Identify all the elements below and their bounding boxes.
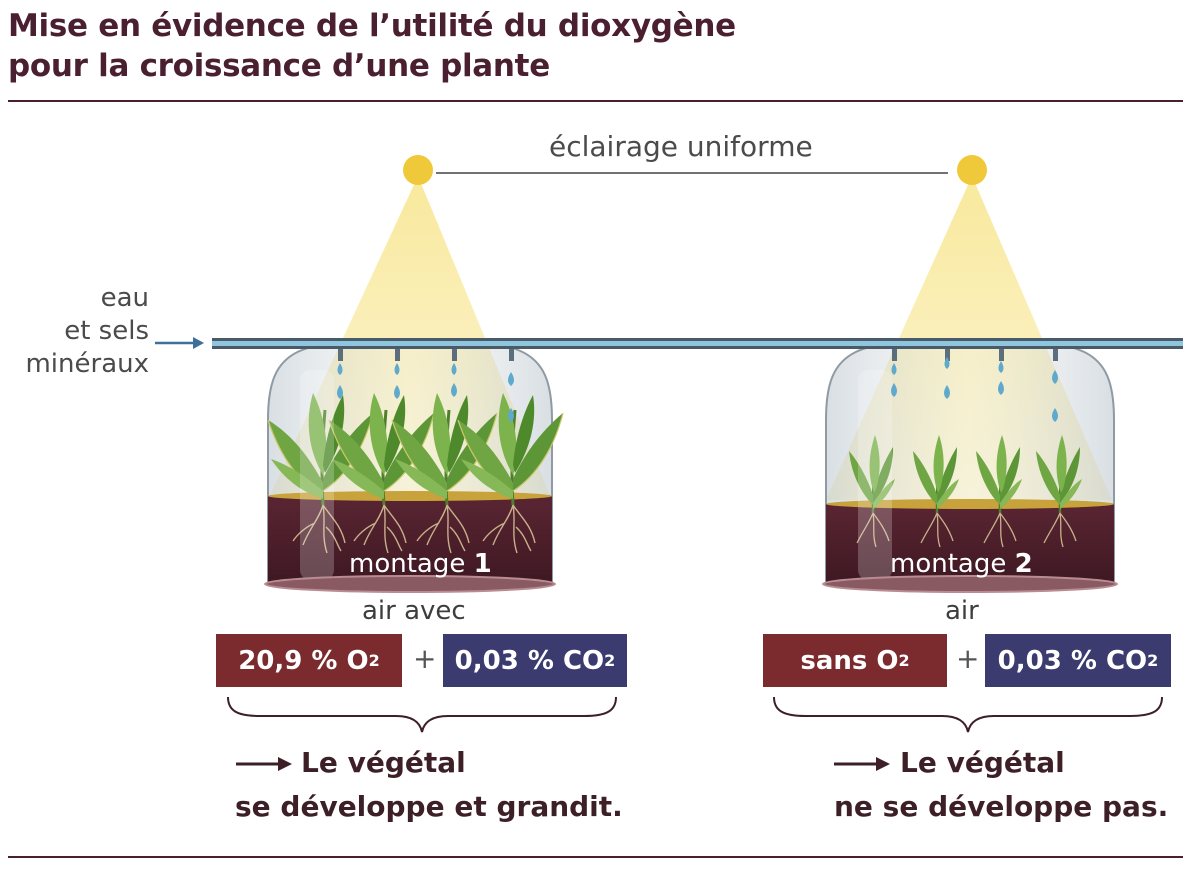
water-label-line-2: et sels [64, 316, 149, 346]
result-arrow-2-head [876, 757, 890, 771]
setup-2-co2-box: 0,03 % CO 2 [985, 634, 1171, 687]
setup-2-result-line-2: ne se développe pas. [834, 790, 1169, 823]
brace-2 [773, 696, 1163, 733]
lamp-1-icon [403, 155, 433, 185]
setup-2-plus: + [956, 642, 980, 675]
setup-2-result-line-1: Le végétal [900, 746, 1065, 779]
top-divider [8, 100, 1183, 102]
setup-2-result: Le végétal ne se développe pas. [834, 741, 1168, 829]
setup-1-result-line-2: se développe et grandit. [235, 790, 623, 823]
setup-1-number: 1 [473, 549, 492, 579]
setup-1-air-label: air avec [362, 596, 466, 626]
brace-1 [227, 696, 617, 733]
setup-2-label: montage 2 [890, 549, 1033, 579]
title-line-2: pour la croissance d’une plante [8, 48, 550, 84]
bell-jar-1 [264, 338, 565, 593]
water-label-line-3: minéraux [25, 349, 149, 379]
lighting-label: éclairage uniforme [549, 130, 813, 163]
title-line-1: Mise en évidence de l’utilité du dioxygè… [8, 8, 736, 44]
bell-jar-2 [822, 338, 1118, 593]
page-title: Mise en évidence de l’utilité du dioxygè… [8, 6, 736, 86]
setup-2-air-label: air [945, 596, 979, 626]
setup-1-result: Le végétal se développe et grandit. [235, 741, 623, 829]
water-pipe [212, 338, 1183, 349]
lamp-2-icon [957, 155, 987, 185]
setup-1-plus: + [413, 642, 437, 675]
drippers-1 [337, 349, 514, 422]
setup-1-result-line-1: Le végétal [301, 746, 466, 779]
bottom-divider [8, 856, 1183, 858]
soil-1 [268, 496, 552, 584]
water-label: eau et sels minéraux [25, 282, 149, 381]
setup-1-co2-box: 0,03 % CO 2 [443, 634, 627, 687]
water-arrow-head [193, 337, 204, 349]
setup-1-label: montage 1 [349, 549, 492, 579]
drippers-2 [891, 349, 1058, 422]
water-label-line-1: eau [100, 283, 149, 313]
result-arrow-1-head [278, 757, 292, 771]
setup-2-number: 2 [1014, 549, 1033, 579]
